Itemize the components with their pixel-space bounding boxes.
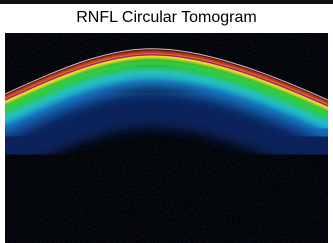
- top-bar: [0, 0, 333, 4]
- tomogram-panel: RNFL Circular Tomogram: [0, 0, 333, 243]
- panel-title: RNFL Circular Tomogram: [0, 8, 333, 28]
- tomogram-image: [5, 33, 328, 243]
